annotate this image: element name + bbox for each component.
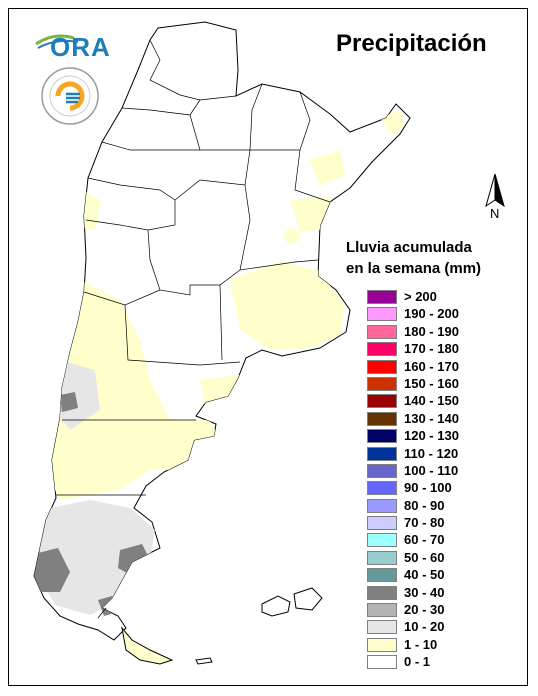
province-border	[149, 39, 201, 101]
legend-label: 140 - 150	[404, 393, 459, 409]
malvinas-east	[293, 587, 323, 611]
province-border	[299, 91, 311, 151]
tierra-del-fuego	[121, 626, 174, 665]
legend-swatch	[367, 637, 397, 652]
precip-area-1-10	[230, 262, 345, 350]
province-border	[101, 141, 300, 151]
legend-label: 150 - 160	[404, 375, 459, 391]
legend-swatch	[367, 342, 397, 357]
legend-label: 30 - 40	[404, 584, 445, 600]
province-border	[189, 95, 237, 116]
legend-label: 40 - 50	[404, 567, 445, 583]
legend-label: 60 - 70	[404, 532, 445, 548]
legend-label: 20 - 30	[404, 602, 445, 618]
province-border	[174, 149, 251, 201]
legend-label: 160 - 170	[404, 358, 459, 374]
legend-swatch	[367, 655, 397, 670]
legend-label: 130 - 140	[404, 410, 459, 426]
legend-label: 50 - 60	[404, 549, 445, 565]
precip-area-30-40	[34, 548, 70, 592]
legend-swatch	[367, 376, 397, 391]
legend-swatch	[367, 411, 397, 426]
legend-label: 90 - 100	[404, 480, 452, 496]
precip-area-10-20	[38, 500, 155, 615]
smn-seal-logo	[40, 66, 100, 131]
legend-label: 170 - 180	[404, 341, 459, 357]
province-border	[97, 607, 107, 619]
legend-title: Lluvia acumulada en la semana (mm)	[346, 237, 481, 279]
legend-title-line1: Lluvia acumulada	[346, 239, 472, 256]
province-border	[87, 177, 176, 201]
province-border	[124, 304, 241, 366]
precip-area-1-10	[310, 150, 345, 185]
legend-swatch	[367, 481, 397, 496]
precip-area-1-10	[200, 375, 240, 405]
north-label: N	[490, 206, 499, 220]
malvinas-islands	[261, 587, 323, 617]
legend-label: 0 - 1	[404, 654, 431, 670]
legend-label: 110 - 120	[404, 445, 459, 461]
isla-de-los-estados	[195, 657, 213, 665]
legend-swatch	[367, 603, 397, 618]
legend-swatch	[367, 429, 397, 444]
precip-area-10-20	[55, 360, 100, 430]
province-border	[249, 83, 263, 151]
legend-swatch	[367, 620, 397, 635]
smn-seal-icon	[41, 67, 99, 125]
legend-swatch	[367, 550, 397, 565]
precip-area-1-10	[284, 228, 300, 244]
legend-swatch	[367, 324, 397, 339]
province-border	[121, 107, 201, 151]
province-border	[294, 149, 331, 203]
precip-area-1-10	[40, 280, 220, 500]
province-border	[219, 284, 223, 361]
legend-swatch	[367, 585, 397, 600]
legend-label: 100 - 110	[404, 462, 459, 478]
map-title: Precipitación	[336, 30, 487, 57]
legend-label: 1 - 10	[404, 636, 438, 652]
precip-area-30-40	[118, 544, 150, 576]
legend-label: 180 - 190	[404, 323, 459, 339]
ora-logo	[34, 30, 104, 65]
ora-swoosh-icon	[35, 34, 79, 49]
legend-swatch	[367, 307, 397, 322]
legend-swatch	[367, 359, 397, 374]
north-arrow: N	[482, 172, 512, 225]
legend-label: 70 - 80	[404, 515, 445, 531]
ora-logo-text: ORA	[50, 32, 111, 62]
legend-label: 10 - 20	[404, 619, 445, 635]
legend-label: 190 - 200	[404, 306, 459, 322]
precip-shading	[34, 110, 405, 616]
legend-swatch	[367, 463, 397, 478]
province-borders	[56, 39, 331, 619]
legend-swatch	[367, 498, 397, 513]
legend-title-line2: en la semana (mm)	[346, 260, 482, 277]
north-arrow-icon: N	[485, 173, 505, 221]
legend-swatch	[367, 446, 397, 461]
malvinas-west	[261, 595, 291, 617]
legend-label: > 200	[404, 289, 437, 304]
legend-swatch	[367, 533, 397, 548]
legend-swatch	[367, 394, 397, 409]
legend-swatch	[367, 516, 397, 531]
legend-swatch	[367, 290, 397, 304]
legend-label: 80 - 90	[404, 497, 445, 513]
legend-swatch	[367, 568, 397, 583]
precip-area-30-40	[60, 392, 78, 412]
legend-label: 120 - 130	[404, 428, 459, 444]
